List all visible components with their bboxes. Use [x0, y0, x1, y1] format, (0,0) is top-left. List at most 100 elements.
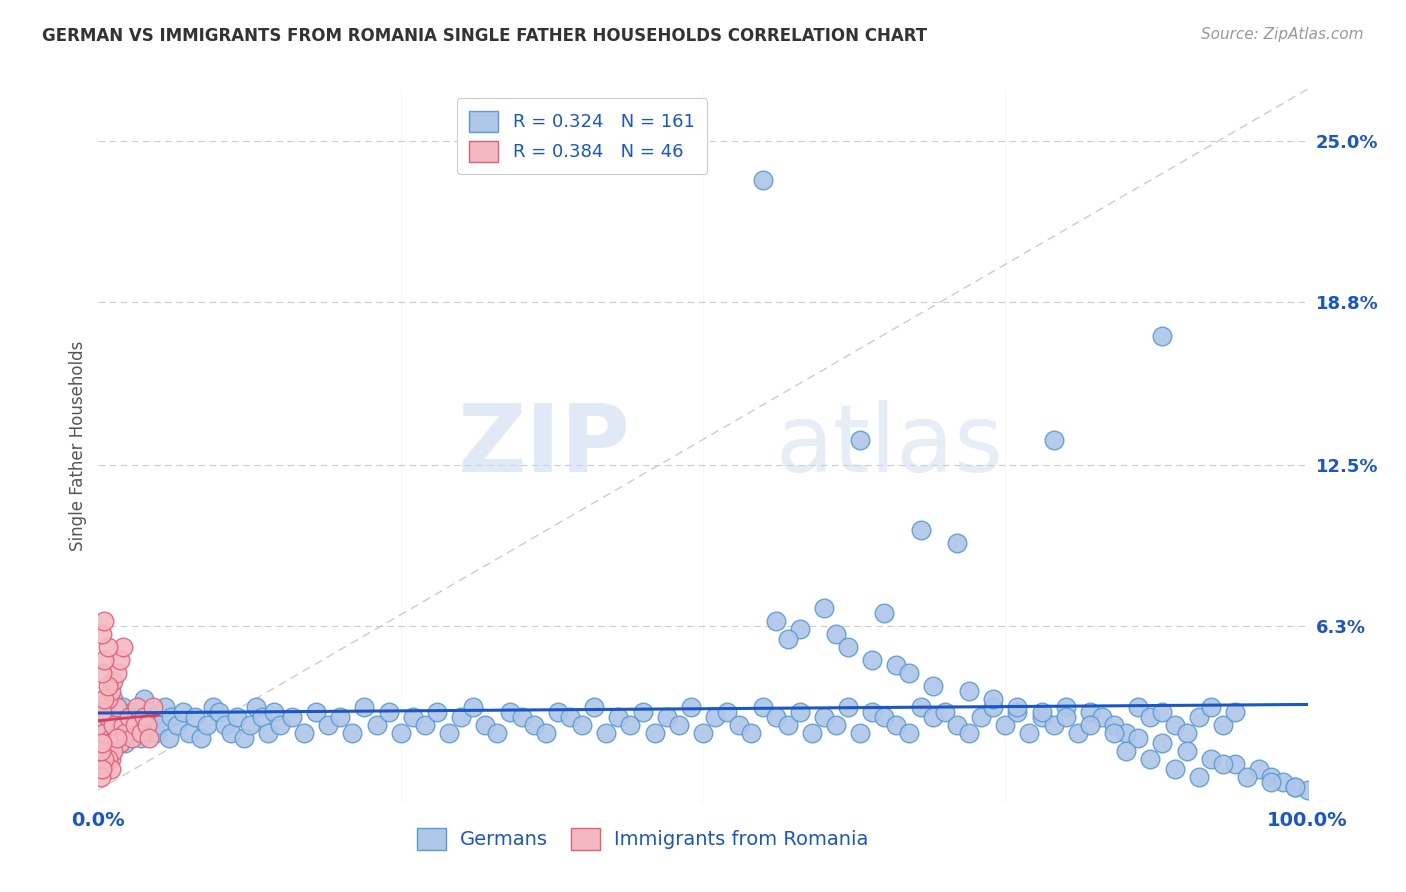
Point [849, 433, 872, 447]
Point [97, 640, 120, 654]
Point [93, 718, 115, 732]
Point [256, 725, 278, 739]
Point [179, 725, 201, 739]
Point [752, 173, 775, 187]
Point [1042, 433, 1064, 447]
Point [1284, 780, 1306, 795]
Point [100, 762, 122, 776]
Point [1163, 762, 1185, 776]
Point [413, 718, 436, 732]
Point [353, 699, 375, 714]
Point [825, 627, 848, 641]
Point [510, 710, 533, 724]
Point [160, 710, 183, 724]
Point [910, 699, 932, 714]
Point [108, 736, 131, 750]
Point [202, 699, 225, 714]
Point [101, 718, 124, 732]
Point [101, 744, 124, 758]
Point [1018, 725, 1040, 739]
Point [114, 736, 136, 750]
Point [946, 536, 969, 550]
Point [166, 718, 188, 732]
Text: ZIP: ZIP [457, 400, 630, 492]
Point [463, 699, 485, 714]
Point [1042, 718, 1064, 732]
Point [873, 607, 896, 621]
Point [127, 699, 149, 714]
Point [704, 710, 727, 724]
Point [668, 718, 690, 732]
Point [142, 699, 165, 714]
Point [1152, 328, 1174, 343]
Point [118, 710, 141, 724]
Text: atlas: atlas [776, 400, 1004, 492]
Point [135, 718, 157, 732]
Point [897, 725, 920, 739]
Point [970, 710, 993, 724]
Point [752, 699, 775, 714]
Point [450, 710, 472, 724]
Point [142, 710, 165, 724]
Point [138, 705, 160, 719]
Point [245, 699, 267, 714]
Point [619, 718, 641, 732]
Point [692, 725, 714, 739]
Point [100, 731, 122, 745]
Point [172, 705, 194, 719]
Point [184, 710, 207, 724]
Point [534, 725, 557, 739]
Point [1212, 756, 1234, 771]
Point [860, 653, 883, 667]
Point [679, 699, 702, 714]
Point [100, 684, 122, 698]
Point [765, 614, 787, 628]
Point [813, 710, 835, 724]
Point [558, 710, 581, 724]
Point [93, 692, 115, 706]
Point [1260, 775, 1282, 789]
Point [1091, 710, 1114, 724]
Point [91, 736, 114, 750]
Point [91, 705, 114, 719]
Point [97, 752, 120, 766]
Point [389, 725, 412, 739]
Point [208, 705, 231, 719]
Point [981, 699, 1004, 714]
Point [221, 725, 243, 739]
Point [214, 718, 236, 732]
Point [138, 731, 160, 745]
Point [91, 756, 114, 771]
Point [190, 731, 212, 745]
Point [1284, 780, 1306, 795]
Point [129, 725, 152, 739]
Point [1007, 705, 1029, 719]
Point [934, 705, 956, 719]
Point [105, 699, 128, 714]
Point [921, 679, 943, 693]
Point [1031, 705, 1053, 719]
Point [1175, 725, 1198, 739]
Point [93, 756, 115, 771]
Point [800, 725, 823, 739]
Point [91, 762, 114, 776]
Point [93, 752, 115, 766]
Point [91, 666, 114, 681]
Point [232, 731, 254, 745]
Point [377, 705, 399, 719]
Point [837, 640, 859, 654]
Point [1031, 710, 1053, 724]
Point [281, 710, 304, 724]
Point [124, 725, 146, 739]
Text: GERMAN VS IMMIGRANTS FROM ROMANIA SINGLE FATHER HOUSEHOLDS CORRELATION CHART: GERMAN VS IMMIGRANTS FROM ROMANIA SINGLE… [42, 27, 928, 45]
Point [127, 710, 149, 724]
Point [426, 705, 449, 719]
Point [789, 622, 811, 636]
Point [813, 601, 835, 615]
Point [789, 705, 811, 719]
Point [97, 710, 120, 724]
Point [111, 640, 134, 654]
Point [101, 692, 124, 706]
Point [631, 705, 654, 719]
Point [263, 705, 285, 719]
